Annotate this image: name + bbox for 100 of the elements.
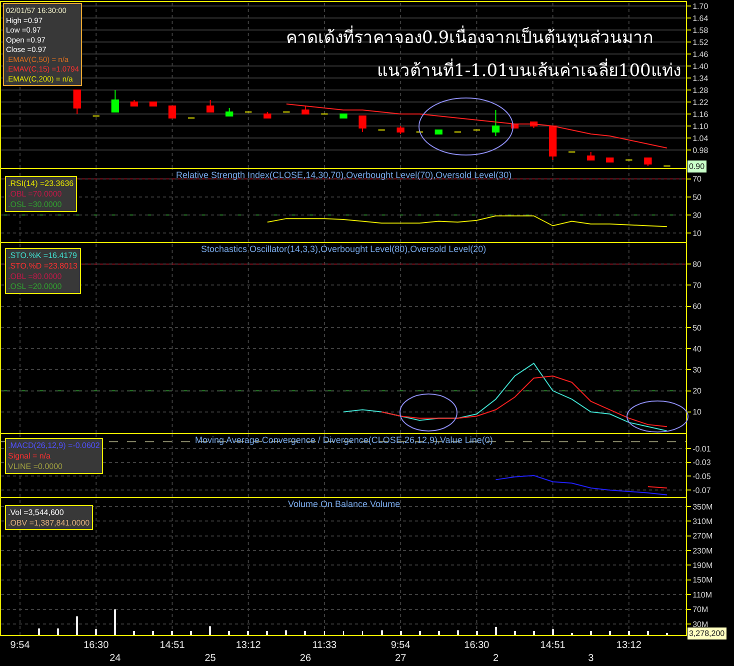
candlestick (548, 126, 557, 160)
bar (209, 626, 211, 635)
bar (533, 630, 535, 635)
text: แนวต้านที่1-1.01บนเส้นค่าเฉลี่ย100แท่ง (377, 58, 681, 81)
y-tick-label: 30M (692, 620, 708, 629)
y-tick-label: 10 (692, 408, 702, 417)
candlestick (587, 152, 595, 160)
bar (609, 630, 611, 635)
x-tick-label: 13:12 (236, 640, 262, 651)
y-tick-label: 1.40 (692, 62, 709, 71)
chart-title: Moving Average Convergence / Divergence(CLOSE,26,12,9),Value Line(0) (195, 435, 493, 445)
annotation: .STO.%K =16.4179 (8, 251, 78, 260)
candlestick (130, 100, 138, 106)
bar (266, 630, 268, 635)
bar (552, 629, 554, 635)
x-tick-label: 14:51 (160, 640, 186, 651)
line-series (495, 475, 668, 496)
bar (38, 628, 40, 635)
y-tick-label: 350M (692, 502, 713, 512)
y-tick-label: 1.70 (692, 2, 709, 11)
y-tick-label: 1.64 (692, 14, 709, 23)
annotation: .OSL =30.0000 (8, 200, 62, 209)
y-tick-label: 0.98 (692, 146, 709, 155)
y-tick-label: 50 (692, 192, 702, 202)
y-tick-label: -0.05 (692, 472, 712, 482)
annotation: .MACD(26,12,9) =-0.0602 (8, 441, 100, 450)
y-tick-label: 10 (692, 228, 702, 238)
y-tick-label: 1.22 (692, 98, 709, 107)
bar (495, 626, 497, 635)
y-tick-label: 1.04 (692, 134, 709, 143)
y-tick-label: 1.16 (692, 110, 709, 119)
bar (76, 616, 78, 635)
chart-title: Volume On Balance Volume (288, 499, 400, 509)
candlestick (302, 106, 310, 114)
bar (590, 630, 592, 635)
candlestick (340, 114, 348, 118)
y-tick-label: -0.07 (692, 486, 712, 495)
bar (476, 630, 478, 635)
annotation: .OBV =1,387,841.0000 (8, 518, 90, 528)
bar (190, 630, 192, 635)
line-series (266, 215, 668, 228)
y-tick-label: 1.34 (692, 74, 709, 83)
annotation: .RSI(14) =23.3636 (8, 179, 74, 188)
bar (400, 630, 402, 635)
y-tick-label: -0.01 (692, 444, 712, 454)
y-tick-label: 1.28 (692, 86, 709, 95)
bar (647, 630, 649, 635)
candlestick (149, 102, 158, 106)
y-tick-label: 30 (692, 210, 702, 220)
y-tick-label: 40 (692, 344, 702, 354)
annotation: .Vol =3,544,600 (8, 508, 64, 517)
y-tick-label: 60 (692, 302, 702, 312)
y-tick-label: 80 (692, 260, 702, 269)
candlestick (492, 110, 500, 136)
candlestick (73, 90, 81, 114)
bar (457, 630, 459, 635)
y-tick-label: 1.46 (692, 50, 709, 59)
y-tick-label: 190M (692, 561, 713, 570)
bar (438, 630, 440, 635)
bar (114, 609, 116, 635)
candlestick (358, 116, 366, 132)
x-tick-label: 16:30 (464, 640, 490, 651)
chart-title: Stochastics Oscillator(14,3,3),Overbought Level(80),Oversold Level(20) (201, 244, 486, 254)
line-series (343, 362, 668, 432)
bar (247, 630, 249, 635)
bar (628, 630, 630, 635)
annotation: 0.90 (689, 162, 706, 171)
bar (95, 629, 97, 635)
bar (171, 630, 173, 635)
text: คาดเด้งที่ราคาจอง0.9เนื่องจากเป็นต้นทุนส่วนมาก (286, 25, 654, 48)
bar (152, 630, 154, 635)
bar (304, 630, 306, 635)
annotation: .OBL =70.0000 (8, 189, 62, 198)
bar (133, 630, 135, 635)
y-tick-label: 30 (692, 365, 702, 374)
bar (419, 630, 421, 635)
x-tick-label: 25 (204, 653, 216, 664)
candlestick (111, 90, 119, 112)
x-tick-label: 3 (588, 653, 594, 664)
candlestick (264, 112, 272, 118)
candlestick (206, 100, 214, 112)
line-series (286, 104, 668, 148)
candlestick (434, 130, 442, 134)
x-tick-label: 26 (300, 653, 312, 664)
x-tick-label: 24 (110, 653, 122, 664)
line-series (381, 376, 668, 428)
y-tick-label: 70 (692, 281, 702, 290)
x-tick-label: 9:54 (10, 640, 30, 651)
candlestick (396, 126, 404, 134)
bar (57, 628, 59, 635)
y-tick-label: 110M (692, 590, 712, 600)
annotation: Signal = n/a (8, 451, 52, 460)
bar (228, 630, 230, 635)
x-tick-label: 11:33 (312, 640, 338, 651)
annotation: .STO.%D =23.8013 (8, 261, 78, 270)
y-tick-label: 70M (692, 605, 708, 614)
candlestick (644, 158, 652, 166)
annotation: 3,278,200 (689, 629, 726, 638)
y-tick-label: 50 (692, 323, 702, 332)
y-tick-label: 1.58 (692, 26, 709, 35)
